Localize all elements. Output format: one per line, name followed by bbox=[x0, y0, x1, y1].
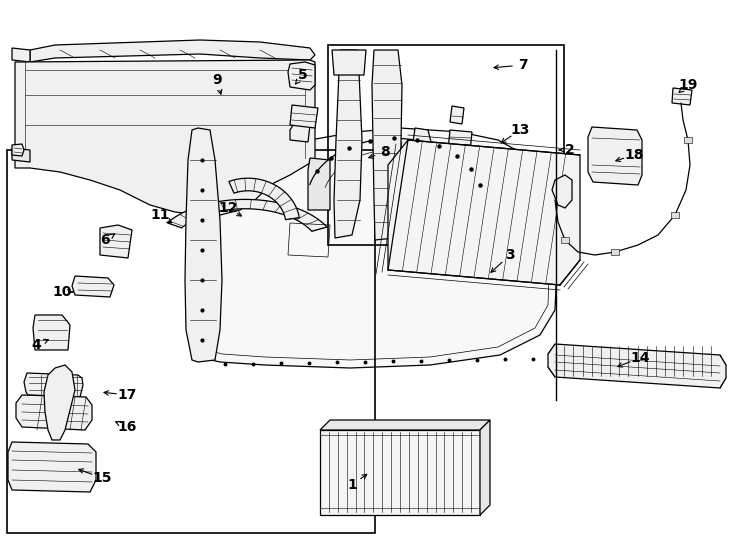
Polygon shape bbox=[548, 344, 726, 388]
Polygon shape bbox=[167, 199, 327, 231]
Polygon shape bbox=[308, 158, 330, 210]
Text: 1: 1 bbox=[347, 478, 357, 492]
Polygon shape bbox=[672, 88, 692, 105]
Text: 3: 3 bbox=[505, 248, 515, 262]
Text: 18: 18 bbox=[624, 148, 644, 162]
Polygon shape bbox=[30, 40, 315, 62]
Polygon shape bbox=[12, 144, 24, 156]
Polygon shape bbox=[12, 148, 30, 162]
Polygon shape bbox=[552, 175, 572, 208]
Polygon shape bbox=[332, 50, 366, 75]
Text: 12: 12 bbox=[218, 201, 238, 215]
Polygon shape bbox=[450, 106, 464, 124]
Text: 6: 6 bbox=[100, 233, 110, 247]
Text: 8: 8 bbox=[380, 145, 390, 159]
Text: 13: 13 bbox=[510, 123, 530, 137]
Text: 9: 9 bbox=[212, 73, 222, 87]
Polygon shape bbox=[12, 48, 30, 62]
Polygon shape bbox=[684, 137, 692, 143]
Polygon shape bbox=[320, 420, 490, 430]
Polygon shape bbox=[588, 127, 642, 185]
Polygon shape bbox=[100, 225, 132, 258]
Polygon shape bbox=[290, 122, 310, 142]
Polygon shape bbox=[44, 365, 75, 440]
Text: 16: 16 bbox=[117, 420, 137, 434]
Polygon shape bbox=[611, 249, 619, 255]
Polygon shape bbox=[388, 140, 580, 285]
Text: 7: 7 bbox=[518, 58, 528, 72]
Polygon shape bbox=[334, 50, 362, 238]
Text: 4: 4 bbox=[31, 338, 41, 352]
Polygon shape bbox=[372, 50, 402, 240]
Text: 19: 19 bbox=[678, 78, 698, 92]
Polygon shape bbox=[15, 60, 315, 215]
Text: 5: 5 bbox=[298, 68, 308, 82]
Polygon shape bbox=[671, 212, 679, 218]
Text: 11: 11 bbox=[150, 208, 170, 222]
Polygon shape bbox=[33, 315, 70, 350]
Polygon shape bbox=[288, 62, 315, 90]
Polygon shape bbox=[8, 442, 96, 492]
Polygon shape bbox=[72, 276, 114, 297]
Polygon shape bbox=[229, 178, 299, 220]
Polygon shape bbox=[561, 237, 569, 243]
Polygon shape bbox=[290, 105, 318, 128]
Text: 14: 14 bbox=[631, 351, 650, 365]
Text: 17: 17 bbox=[117, 388, 137, 402]
Polygon shape bbox=[448, 162, 473, 185]
Polygon shape bbox=[16, 395, 92, 430]
Text: 2: 2 bbox=[565, 143, 575, 157]
Text: 10: 10 bbox=[52, 285, 72, 299]
Polygon shape bbox=[202, 128, 558, 368]
Polygon shape bbox=[480, 420, 490, 515]
Polygon shape bbox=[185, 128, 222, 362]
Polygon shape bbox=[24, 373, 83, 397]
Text: 15: 15 bbox=[92, 471, 112, 485]
Polygon shape bbox=[448, 130, 472, 152]
Polygon shape bbox=[320, 430, 480, 515]
Polygon shape bbox=[412, 128, 435, 222]
